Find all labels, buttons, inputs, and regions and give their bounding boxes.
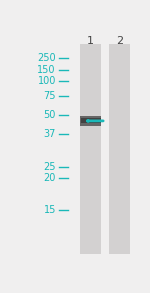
Text: 50: 50 — [44, 110, 56, 120]
Text: 250: 250 — [37, 53, 56, 63]
Bar — [110, 44, 130, 254]
Text: 2: 2 — [116, 36, 123, 46]
Text: 15: 15 — [44, 205, 56, 215]
Text: 20: 20 — [44, 173, 56, 183]
Text: 100: 100 — [38, 76, 56, 86]
Bar — [80, 44, 101, 254]
Bar — [80, 116, 101, 126]
Text: 25: 25 — [44, 162, 56, 172]
Text: 37: 37 — [44, 130, 56, 139]
Text: 1: 1 — [87, 36, 94, 46]
Bar — [81, 118, 101, 123]
Text: 150: 150 — [38, 65, 56, 75]
Text: 75: 75 — [44, 91, 56, 101]
